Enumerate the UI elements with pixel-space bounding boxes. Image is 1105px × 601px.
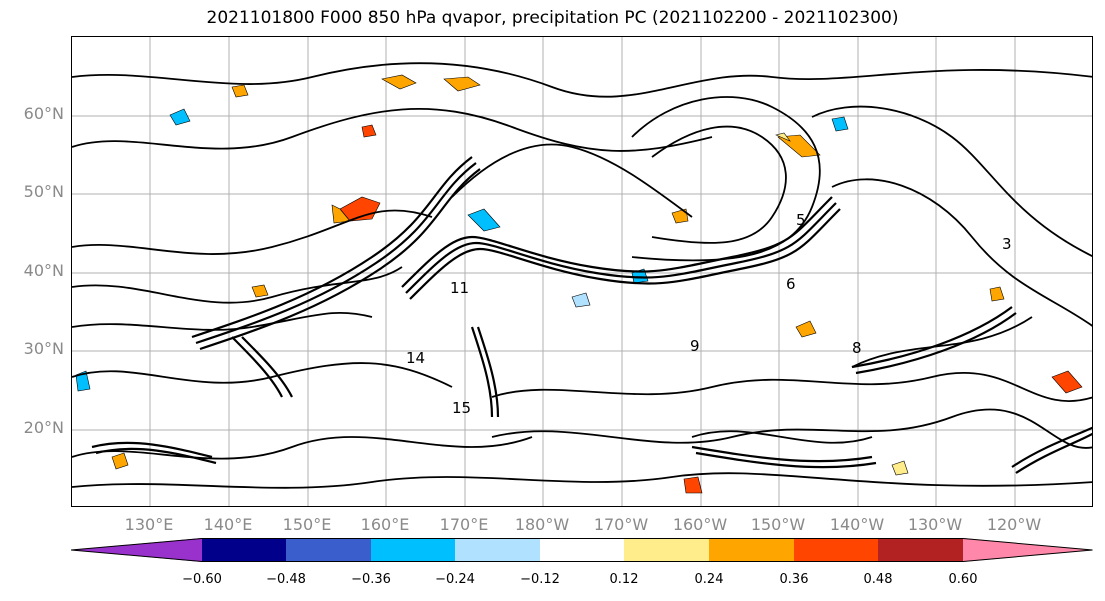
lon-label-160w: 160°W [672,515,728,534]
map-title: 2021101800 F000 850 hPa qvapor, precipit… [206,8,899,28]
colorbar [71,538,1093,562]
colorbar-tick: −0.48 [266,572,306,587]
contour-label: 11 [450,279,469,297]
lon-label-170e: 170°E [439,515,489,534]
colorbar-tick: 0.36 [779,572,809,587]
colorbar-tick: −0.24 [435,572,475,587]
contour-label: 3 [1002,235,1012,253]
colorbar-cell [286,538,371,562]
colorbar-outline [71,538,1093,562]
lat-label-20n: 20°N [23,418,64,437]
lon-label-140w: 140°W [829,515,885,534]
colorbar-cell [963,538,1093,562]
lat-label-40n: 40°N [23,261,64,280]
contour-label: 15 [452,399,471,417]
contour-label: 6 [786,275,796,293]
qvapor-contours [72,62,1092,489]
colorbar-cell [794,538,878,562]
colorbar-cell [371,538,455,562]
lon-label-170w: 170°W [593,515,649,534]
lat-label-50n: 50°N [23,182,64,201]
graticule [72,37,1092,506]
contour-label: 8 [852,339,862,357]
lat-label-60n: 60°N [23,104,64,123]
colorbar-cell [540,538,624,562]
colorbar-cell [624,538,709,562]
colorbar-cell [878,538,963,562]
lat-label-30n: 30°N [23,339,64,358]
colorbar-cell [455,538,540,562]
colorbar-tick: 0.24 [694,572,724,587]
contour-bundles [91,156,1092,474]
colorbar-tick: −0.60 [182,572,222,587]
lon-label-120w: 120°W [986,515,1042,534]
contour-label: 5 [796,211,806,229]
lon-label-150e: 150°E [282,515,332,534]
lon-label-130w: 130°W [907,515,963,534]
lon-label-160e: 160°E [360,515,410,534]
colorbar-tick: 0.12 [609,572,639,587]
colorbar-cell [202,538,286,562]
colorbar-cell [71,538,202,562]
colorbar-cell [709,538,794,562]
colorbar-tick: −0.12 [520,572,560,587]
colorbar-tick: 0.48 [863,572,893,587]
contour-label: 9 [690,337,700,355]
precip-shading [75,74,1083,494]
map-plot: 5 6 8 9 14 15 11 3 [72,37,1092,506]
lon-label-140e: 140°E [203,515,253,534]
contour-label: 14 [406,349,425,367]
lon-label-150w: 150°W [750,515,806,534]
map-panel: 5 6 8 9 14 15 11 3 [71,36,1093,507]
colorbar-tick: −0.36 [351,572,391,587]
lon-label-130e: 130°E [124,515,174,534]
lon-label-180w: 180°W [514,515,570,534]
colorbar-tick: 0.60 [948,572,978,587]
